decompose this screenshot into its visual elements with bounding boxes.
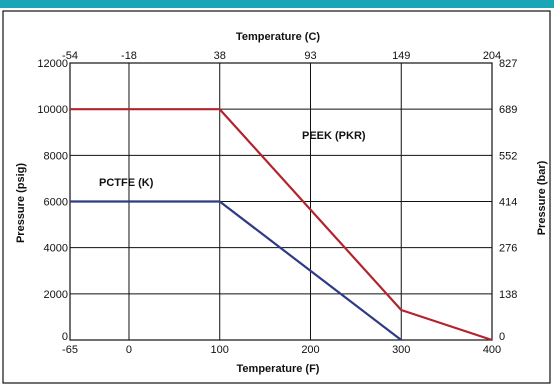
x-bottom-tick-label: 400	[483, 344, 501, 356]
y-right-tick-label: 276	[499, 243, 517, 255]
series-line-pctfe	[70, 200, 402, 341]
x-top-tick-label: -54	[62, 50, 78, 62]
series-label-peek: PEEK (PKR)	[302, 130, 366, 142]
x-bottom-tick-label: 300	[392, 344, 410, 356]
x-top-tick-label: -18	[121, 50, 137, 62]
bottom-axis-ticks: -65 0 100 200 300 400	[62, 344, 501, 356]
y-right-tick-label: 689	[499, 104, 517, 116]
x-bottom-tick-label: 100	[211, 344, 229, 356]
y-left-tick-label: 4000	[44, 243, 68, 255]
right-axis-ticks: 0 138 276 414 552 689 827	[499, 58, 517, 343]
series-label-pctfe: PCTFE (K)	[99, 177, 154, 189]
y-left-tick-label: 10000	[37, 104, 68, 116]
right-axis-title: Pressure (bar)	[536, 160, 548, 235]
x-top-tick-label: 204	[483, 50, 501, 62]
top-axis-ticks: -54 -18 38 93 149 204	[62, 50, 501, 62]
series-line-peek	[70, 108, 493, 342]
header-strip	[0, 0, 554, 8]
y-right-tick-label: 138	[499, 289, 517, 301]
x-top-tick-label: 149	[392, 50, 410, 62]
y-left-tick-label: 0	[62, 331, 68, 343]
x-top-tick-label: 38	[214, 50, 226, 62]
y-right-tick-label: 414	[499, 197, 517, 209]
y-left-tick-label: 2000	[44, 289, 68, 301]
x-bottom-tick-label: 0	[126, 344, 132, 356]
top-axis-title: Temperature (C)	[236, 31, 320, 43]
x-bottom-tick-label: 200	[301, 344, 319, 356]
bottom-axis-title: Temperature (F)	[237, 363, 320, 375]
left-axis-title: Pressure (psig)	[15, 163, 27, 243]
y-right-tick-label: 0	[499, 331, 505, 343]
left-axis-ticks: 0 2000 4000 6000 8000 10000 12000	[37, 58, 68, 343]
x-bottom-tick-label: -65	[62, 344, 78, 356]
y-right-tick-label: 552	[499, 150, 517, 162]
figure-border	[2, 10, 551, 384]
series-lines	[70, 108, 493, 342]
y-right-tick-label: 827	[499, 58, 517, 70]
y-left-tick-label: 8000	[44, 150, 68, 162]
y-left-tick-label: 6000	[44, 197, 68, 209]
x-top-tick-label: 93	[304, 50, 316, 62]
y-left-tick-label: 12000	[37, 58, 68, 70]
